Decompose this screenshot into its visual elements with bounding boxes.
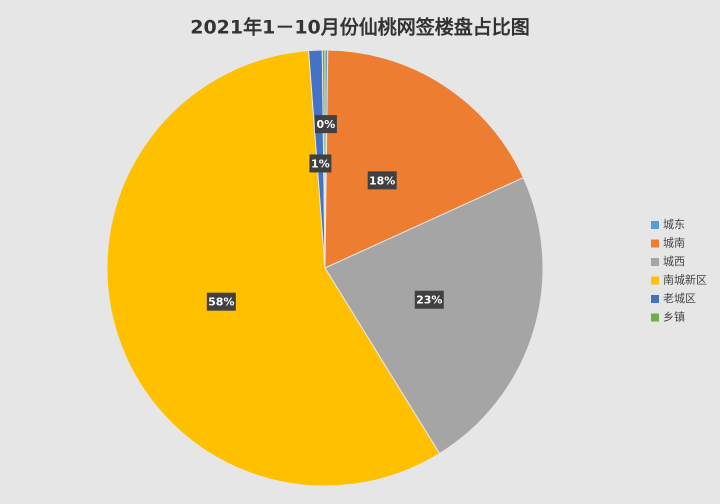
data-label: 23%: [416, 294, 442, 307]
data-label: 18%: [369, 174, 395, 187]
legend-label: 老城区: [663, 292, 696, 305]
data-label: 1%: [311, 157, 330, 170]
data-label-box: [309, 154, 332, 173]
data-label-box: [206, 292, 236, 311]
data-label: 58%: [208, 296, 234, 309]
legend-swatch: [651, 221, 659, 229]
legend-swatch: [651, 295, 659, 303]
pie-slice: [324, 177, 544, 455]
data-label-box: [367, 171, 397, 190]
legend-swatch: [651, 239, 659, 248]
legend-swatch: [651, 258, 659, 266]
legend-label: 乡镇: [663, 310, 685, 324]
data-label-box: [314, 115, 337, 134]
chart-title: 2021年1－10月份仙桃网签楼盘占比图: [190, 16, 530, 39]
data-label: 0%: [317, 118, 336, 131]
legend-label: 城南: [663, 237, 685, 250]
legend-label: 南城新区: [663, 273, 707, 287]
data-label-box: [414, 290, 444, 309]
legend-swatch: [651, 313, 659, 322]
legend-label: 城西: [663, 255, 685, 268]
pie-slice: [324, 49, 525, 269]
pie-slice: [106, 50, 441, 487]
legend-label: 城东: [663, 218, 685, 231]
legend-swatch: [651, 276, 659, 285]
